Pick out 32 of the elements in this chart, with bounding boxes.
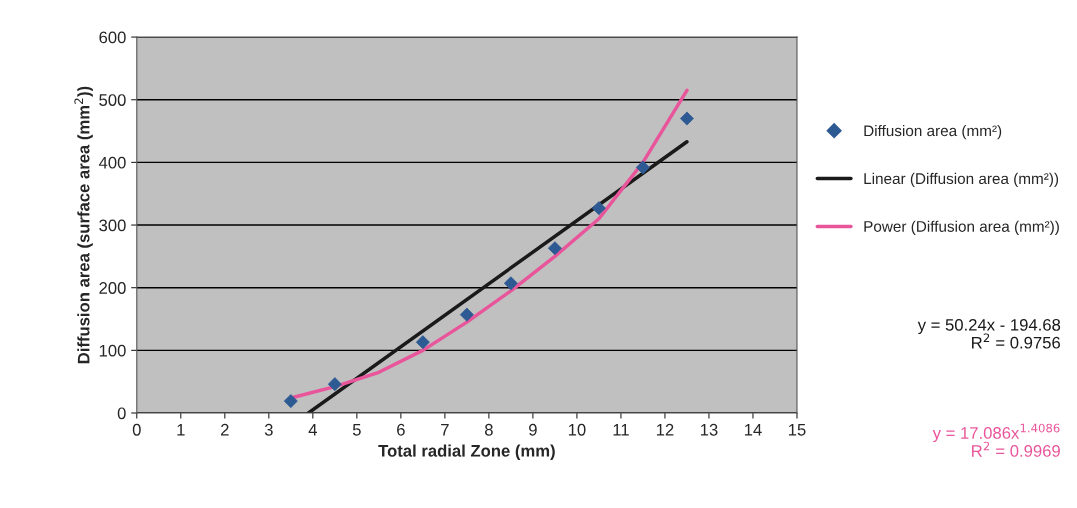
x-tick-label: 0 <box>132 423 141 436</box>
legend-label: Diffusion area (mm²) <box>864 124 1002 140</box>
y-tick-label: 0 <box>117 407 126 420</box>
x-tick-label: 4 <box>308 424 317 436</box>
legend-label: Power (Diffusion area (mm²)) <box>864 220 1059 235</box>
y-tick-label: 200 <box>99 282 126 294</box>
y-tick-label: 600 <box>99 31 126 44</box>
x-tick-label: 13 <box>700 423 718 436</box>
x-tick-label: 2 <box>221 423 229 436</box>
legend-label: Linear (Diffusion area (mm²)) <box>864 172 1059 188</box>
x-tick-label: 9 <box>529 423 537 436</box>
y-tick-label: 400 <box>98 156 126 169</box>
y-tick-label: 500 <box>99 94 126 106</box>
y-axis-title: Diffusion area (surface area (mm$^{2}$)) <box>74 86 93 364</box>
x-tick-label: 10 <box>568 423 586 436</box>
point <box>635 160 650 175</box>
x-tick-label: 8 <box>484 423 493 436</box>
point <box>679 111 694 126</box>
x-tick-label: 7 <box>441 424 449 436</box>
x-tick-label: 15 <box>788 424 806 436</box>
x-tick-label: 5 <box>352 424 361 436</box>
y-tick-label: 100 <box>99 344 126 357</box>
x-tick-label: 6 <box>397 423 405 436</box>
x-tick-label: 11 <box>613 424 629 436</box>
text: y = 50.24x - 194.68 R$^{2}$ = 0.9756 <box>917 318 1061 349</box>
x-tick-label: 3 <box>264 423 273 436</box>
x-tick-label: 1 <box>177 424 185 436</box>
x-tick-label: 14 <box>744 424 762 436</box>
x-axis-title: Total radial Zone (mm) <box>378 444 555 461</box>
text: y = 17.086x$^{1.4086}$ R$^{2}$ = 0.9969 <box>932 423 1060 457</box>
x-tick-label: 12 <box>656 423 674 436</box>
y-tick-label: 300 <box>99 219 126 232</box>
